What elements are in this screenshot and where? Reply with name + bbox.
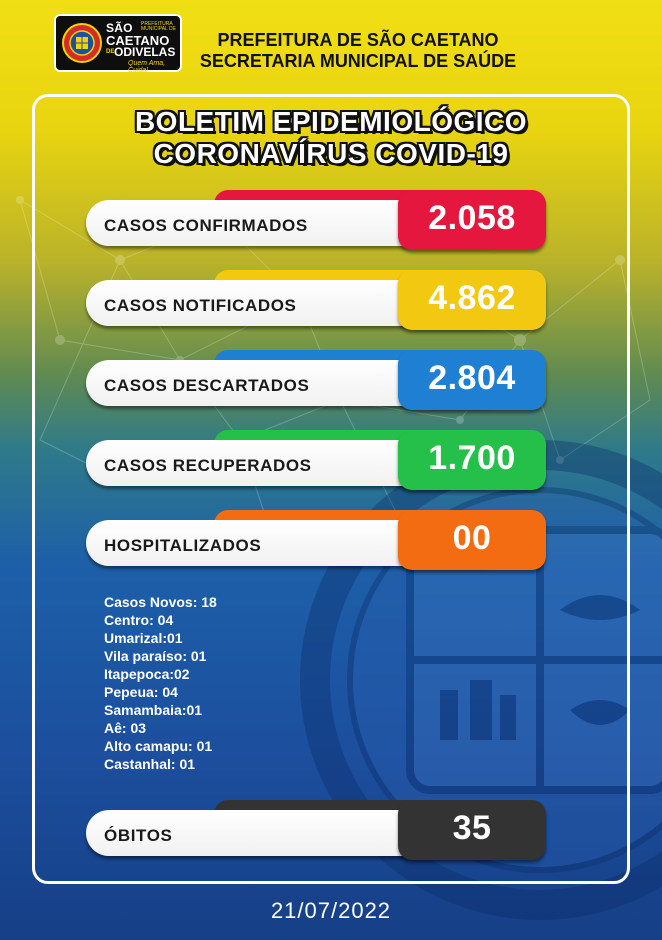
stat-row-deaths: ÓBITOS 35 bbox=[86, 800, 546, 864]
list-item: Alto camapu: 01 bbox=[104, 738, 213, 754]
stat-value: 00 bbox=[398, 510, 546, 570]
stat-value: 2.058 bbox=[398, 190, 546, 250]
stat-row-recovered: CASOS RECUPERADOS 1.700 bbox=[86, 430, 546, 494]
list-item: Pepeua: 04 bbox=[104, 684, 178, 700]
logo-text-caetano: CAETANO bbox=[106, 33, 170, 48]
city-crest-icon bbox=[62, 23, 102, 63]
stat-value: 2.804 bbox=[398, 350, 546, 410]
list-item: Aê: 03 bbox=[104, 720, 147, 736]
stat-label: ÓBITOS bbox=[104, 826, 173, 845]
logo-text-sao: SÃO bbox=[106, 21, 133, 35]
list-item: Umarizal:01 bbox=[104, 630, 183, 646]
logo-text-prefeitura: PREFEITURA MUNICIPAL DE bbox=[141, 21, 177, 32]
bulletin-title: BOLETIM EPIDEMIOLÓGICO bbox=[134, 106, 528, 137]
header-subtitle: SECRETARIA MUNICIPAL DE SAÚDE bbox=[199, 51, 517, 71]
list-item: Centro: 04 bbox=[104, 612, 174, 628]
header-title: PREFEITURA DE SÃO CAETANO bbox=[217, 30, 499, 50]
stat-label: HOSPITALIZADOS bbox=[104, 536, 262, 555]
list-item: Casos Novos: 18 bbox=[104, 594, 217, 610]
stat-value: 35 bbox=[398, 800, 546, 860]
stat-row-hospitalized: HOSPITALIZADOS 00 bbox=[86, 510, 546, 574]
list-item: Itapepoca:02 bbox=[104, 666, 190, 682]
list-item: Castanhal: 01 bbox=[104, 756, 196, 772]
logo-text-odivelas: ODIVELAS bbox=[114, 45, 176, 59]
stat-value: 1.700 bbox=[398, 430, 546, 490]
prefecture-logo: SÃO PREFEITURA MUNICIPAL DE CAETANO DE O… bbox=[54, 14, 182, 74]
stat-row-notified: CASOS NOTIFICADOS 4.862 bbox=[86, 270, 546, 334]
bulletin-subtitle: CORONAVÍRUS COVID-19 bbox=[153, 138, 509, 169]
stat-value: 4.862 bbox=[398, 270, 546, 330]
stat-label: CASOS DESCARTADOS bbox=[104, 376, 310, 395]
list-item: Samambaia:01 bbox=[104, 702, 203, 718]
stat-label: CASOS NOTIFICADOS bbox=[104, 296, 297, 315]
new-cases-list: Casos Novos: 18 Centro: 04 Umarizal:01 V… bbox=[104, 593, 217, 773]
logo-slogan: Quem Ama, Cuida! bbox=[128, 60, 166, 74]
stat-row-confirmed: CASOS CONFIRMADOS 2.058 bbox=[86, 190, 546, 254]
logo-text-de: DE bbox=[106, 49, 115, 55]
stat-row-discarded: CASOS DESCARTADOS 2.804 bbox=[86, 350, 546, 414]
stat-label: CASOS RECUPERADOS bbox=[104, 456, 312, 475]
list-item: Vila paraíso: 01 bbox=[104, 648, 207, 664]
content-frame bbox=[32, 94, 630, 884]
bulletin-date: 21/07/2022 bbox=[270, 898, 392, 923]
stat-label: CASOS CONFIRMADOS bbox=[104, 216, 308, 235]
